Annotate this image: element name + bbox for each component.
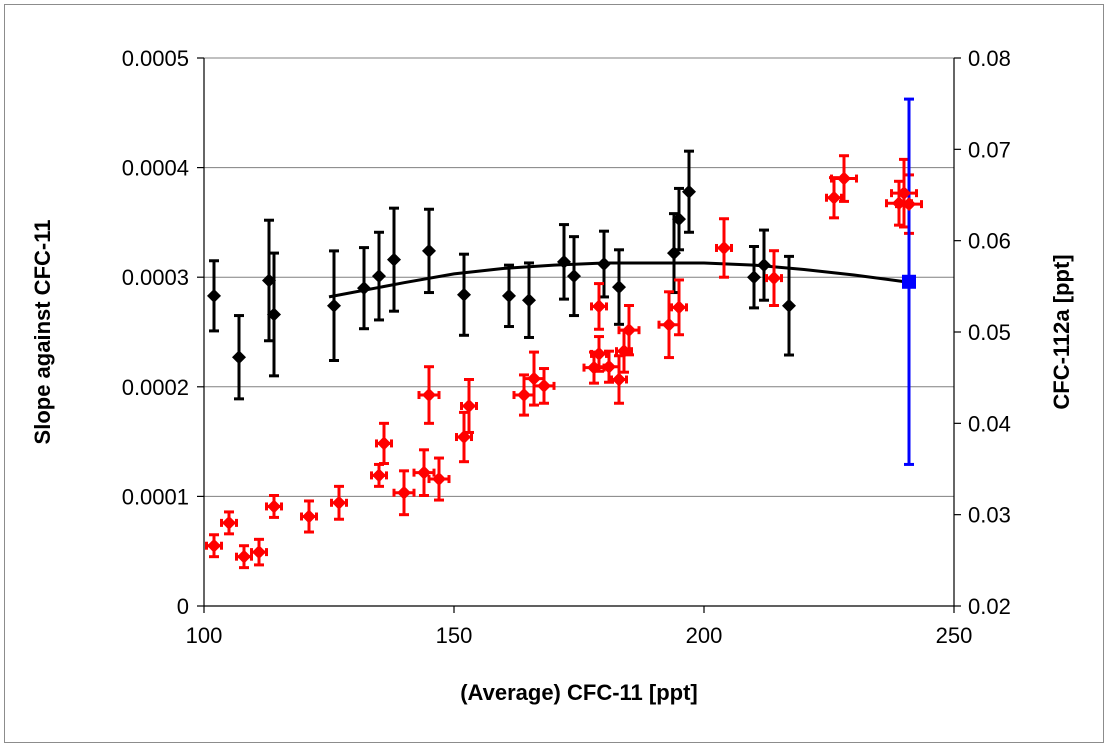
- gridlines: [204, 167, 954, 497]
- data-point-diamond: [372, 468, 386, 483]
- data-point-diamond: [462, 398, 476, 413]
- data-point-diamond: [587, 360, 601, 375]
- data-point-diamond: [517, 388, 531, 403]
- data-point-diamond: [332, 495, 346, 510]
- data-point-diamond: [592, 346, 606, 361]
- y-tick-label: 0.0002: [122, 375, 189, 400]
- y2-axis-title: CFC-112a [ppt]: [1049, 254, 1074, 409]
- x-tick-label: 100: [186, 623, 223, 648]
- y2-tick-label: 0.07: [968, 137, 1011, 162]
- data-point-diamond: [837, 171, 851, 186]
- data-point-diamond: [892, 196, 906, 211]
- data-point-diamond: [432, 472, 446, 487]
- data-point-diamond: [522, 293, 536, 308]
- data-point-diamond: [207, 288, 221, 303]
- data-point-diamond: [267, 499, 281, 514]
- data-point-diamond: [207, 538, 221, 553]
- chart-frame: [4, 4, 1104, 743]
- data-point-diamond: [672, 212, 686, 227]
- data-point-diamond: [567, 269, 581, 284]
- data-point-diamond: [267, 307, 281, 322]
- x-axis-title: (Average) CFC-11 [ppt]: [460, 680, 698, 705]
- x-tick-label: 200: [686, 623, 723, 648]
- y2-tick-label: 0.04: [968, 411, 1011, 436]
- y-axis-title: Slope against CFC-11: [30, 220, 55, 445]
- y2-tick-label: 0.06: [968, 229, 1011, 254]
- data-point-diamond: [527, 371, 541, 386]
- data-point-diamond: [397, 485, 411, 500]
- data-point-diamond: [557, 254, 571, 269]
- data-point-diamond: [302, 509, 316, 524]
- data-point-diamond: [377, 436, 391, 451]
- data-point-diamond: [597, 257, 611, 272]
- y-tick-label: 0.0003: [122, 265, 189, 290]
- data-point-diamond: [232, 350, 246, 365]
- data-point-diamond: [592, 299, 606, 314]
- x-tick-label: 150: [436, 623, 473, 648]
- data-point-diamond: [782, 298, 796, 313]
- axes: [197, 57, 961, 613]
- data-point-diamond: [372, 269, 386, 284]
- data-point-diamond: [612, 280, 626, 295]
- data-point-square: [902, 274, 916, 289]
- data-point-diamond: [457, 430, 471, 445]
- data-point-diamond: [827, 190, 841, 205]
- data-point-diamond: [767, 271, 781, 286]
- data-point-diamond: [327, 298, 341, 313]
- y2-tick-label: 0.08: [968, 46, 1011, 71]
- data-point-diamond: [222, 515, 236, 530]
- data-point-diamond: [417, 465, 431, 480]
- tick-labels: 0 0.0001 0.0002 0.0003 0.0004 0.0005 0.02 0.03 0…: [122, 46, 1011, 648]
- y2-tick-label: 0.05: [968, 320, 1011, 345]
- data-point-diamond: [617, 344, 631, 359]
- data-point-diamond: [537, 378, 551, 393]
- data-point-diamond: [612, 372, 626, 387]
- markers: [207, 171, 916, 564]
- data-point-diamond: [757, 258, 771, 273]
- data-point-diamond: [682, 184, 696, 199]
- data-point-diamond: [422, 388, 436, 403]
- data-point-diamond: [672, 300, 686, 315]
- y-tick-label: 0.0005: [122, 46, 189, 71]
- data-point-diamond: [387, 252, 401, 267]
- data-point-diamond: [357, 281, 371, 296]
- data-point-diamond: [422, 243, 436, 258]
- y-tick-label: 0.0004: [122, 156, 189, 181]
- y-tick-label: 0.0001: [122, 484, 189, 509]
- fit-line: [328, 261, 905, 299]
- plot-area-border: [203, 57, 955, 607]
- data-point-diamond: [502, 288, 516, 303]
- data-point-diamond: [747, 270, 761, 285]
- data-point-diamond: [602, 359, 616, 374]
- data-point-diamond: [902, 197, 916, 212]
- data-point-diamond: [252, 545, 266, 560]
- data-point-diamond: [622, 323, 636, 338]
- data-point-diamond: [262, 273, 276, 288]
- data-point-diamond: [897, 186, 911, 201]
- data-point-diamond: [237, 549, 251, 564]
- y-tick-label: 0: [177, 594, 189, 619]
- y2-tick-label: 0.03: [968, 503, 1011, 528]
- data-point-diamond: [667, 246, 681, 261]
- data-point-diamond: [717, 240, 731, 255]
- trend-line-layer: [328, 261, 905, 299]
- y2-tick-label: 0.02: [968, 594, 1011, 619]
- data-point-diamond: [662, 317, 676, 332]
- x-tick-label: 250: [936, 623, 973, 648]
- error-bars: [205, 97, 923, 570]
- data-point-diamond: [457, 287, 471, 302]
